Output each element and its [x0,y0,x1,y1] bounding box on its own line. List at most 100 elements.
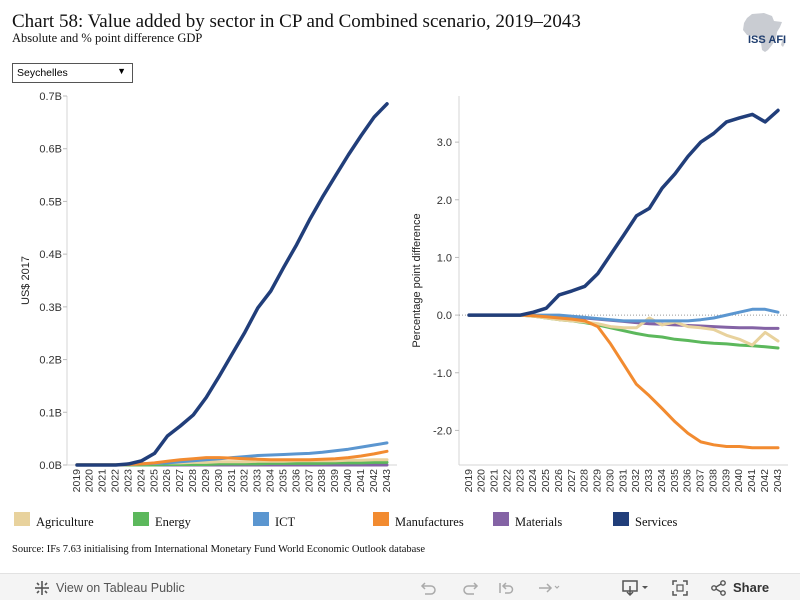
pp-series-line-services[interactable] [467,108,780,317]
legend-label-materials: Materials [515,514,563,529]
abs-x-tick-label: 2029 [200,469,212,493]
abs-x-tick-label: 2033 [252,469,264,493]
chart-subtitle: Absolute and % point difference GDP [12,31,203,45]
legend-item-ict[interactable]: ICT [253,508,296,529]
abs-x-tick-label: 2034 [265,469,277,493]
percentage-point-chart: -2.0 -1.0 0.0 1.0 2.0 3.0 Percentage point dif… [411,96,788,492]
abs-x-tick-label: 2032 [239,469,251,493]
abs-y-tick-label: 0.0B [39,460,62,472]
logo-text: ISS AFI [748,34,786,46]
revert-button[interactable] [497,574,515,600]
abs-x-tick-label: 2030 [213,469,225,493]
download-icon [622,579,648,596]
abs-y-tick-label: 0.6B [39,144,62,156]
legend-swatch-energy [133,512,149,526]
abs-x-tick-label: 2027 [174,469,186,493]
abs-x-tick-label: 2041 [355,469,367,493]
revert-icon [499,581,514,594]
abs-x-tick-label: 2036 [290,469,302,493]
pp-series-line-manufactures[interactable] [467,313,780,450]
abs-y-tick-label: 0.1B [39,407,62,419]
legend-item-manufactures[interactable]: Manufactures [373,508,464,529]
abs-x-tick-label: 2035 [277,469,289,493]
legend-swatch-manufactures [373,512,389,526]
legend: Agriculture Energy ICT Manufactures Mate… [0,508,800,530]
charts-area: 0.0B 0.1B 0.2B 0.3B 0.4B 0.5B 0.6B 0.7B US$ 2017… [20,91,788,492]
pp-x-tick-label: 2026 [553,469,565,493]
pp-x-tick-label: 2040 [733,469,745,493]
abs-x-tick-label: 2022 [110,469,122,493]
redo-icon [463,581,479,595]
abs-series-line-services[interactable] [75,102,389,467]
pp-x-tick-label: 2033 [643,469,655,493]
pp-x-tick-label: 2021 [489,469,501,493]
abs-y-tick-label: 0.7B [39,91,62,103]
legend-swatch-agriculture [14,512,30,526]
pp-x-tick-label: 2041 [746,469,758,493]
abs-x-tick-label: 2039 [329,469,341,493]
abs-y-tick-label: 0.3B [39,302,62,314]
share-label: Share [733,580,770,595]
pp-x-tick-label: 2036 [682,469,694,493]
country-dropdown[interactable]: Seychelles ▼ [12,63,133,83]
legend-item-services[interactable]: Services [613,508,678,529]
pp-y-tick-label: -1.0 [433,368,452,380]
abs-x-tick-label: 2040 [342,469,354,493]
legend-label-ict: ICT [275,514,296,529]
pp-x-tick-label: 2022 [501,469,513,493]
abs-x-tick-label: 2021 [97,469,109,493]
legend-item-energy[interactable]: Energy [133,508,191,529]
pp-x-tick-label: 2020 [476,469,488,493]
pp-x-tick-label: 2037 [695,469,707,493]
tableau-logo-icon [35,580,49,595]
africa-map-icon: ISS AFI [743,13,786,52]
pp-x-tick-label: 2023 [514,469,526,493]
absolute-value-chart: 0.0B 0.1B 0.2B 0.3B 0.4B 0.5B 0.6B 0.7B US$ 2017… [20,91,397,492]
source-note: Source: IFs 7.63 initialising from Inter… [12,544,426,555]
legend-item-agriculture[interactable]: Agriculture [14,508,94,529]
abs-x-tick-label: 2024 [135,469,147,493]
chart-title: Chart 58: Value added by sector in CP an… [12,11,581,32]
pp-x-tick-label: 2025 [540,469,552,493]
abs-y-tick-label: 0.2B [39,355,62,367]
undo-button[interactable] [419,574,437,600]
pp-x-tick-label: 2030 [604,469,616,493]
legend-swatch-materials [493,512,509,526]
dropdown-arrow-icon: ▼ [117,66,126,76]
pp-x-tick-label: 2032 [630,469,642,493]
pp-x-tick-label: 2042 [759,469,771,493]
abs-x-tick-label: 2037 [303,469,315,493]
fullscreen-button[interactable] [671,574,689,600]
pp-x-tick-label: 2043 [772,469,784,493]
abs-x-tick-label: 2031 [226,469,238,493]
view-on-tableau-label: View on Tableau Public [56,580,185,595]
refresh-icon [539,582,560,593]
country-dropdown-value: Seychelles [17,67,68,79]
pp-x-tick-label: 2028 [579,469,591,493]
pp-x-tick-label: 2035 [669,469,681,493]
abs-x-tick-label: 2043 [381,469,393,493]
legend-label-agriculture: Agriculture [36,514,94,529]
refresh-button[interactable] [536,574,560,600]
legend-item-materials[interactable]: Materials [493,508,563,529]
legend-label-services: Services [635,514,678,529]
share-button[interactable]: Share [710,574,769,600]
fullscreen-icon [672,579,688,596]
abs-y-axis-label: US$ 2017 [20,256,32,305]
abs-x-tick-label: 2028 [187,469,199,493]
pp-y-tick-label: 1.0 [437,252,452,264]
abs-x-tick-label: 2019 [71,469,83,493]
iss-afi-logo[interactable]: ISS AFI [734,12,794,56]
abs-x-tick-label: 2026 [161,469,173,493]
download-button[interactable] [621,574,651,600]
abs-y-tick-label: 0.4B [39,249,62,261]
redo-button[interactable] [462,574,480,600]
pp-y-tick-label: 3.0 [437,137,452,149]
view-on-tableau-button[interactable]: View on Tableau Public [34,574,185,600]
abs-x-tick-label: 2042 [368,469,380,493]
pp-x-tick-label: 2034 [656,469,668,493]
pp-x-tick-label: 2029 [592,469,604,493]
pp-x-tick-label: 2031 [617,469,629,493]
legend-label-energy: Energy [155,514,191,529]
pp-x-tick-label: 2027 [566,469,578,493]
